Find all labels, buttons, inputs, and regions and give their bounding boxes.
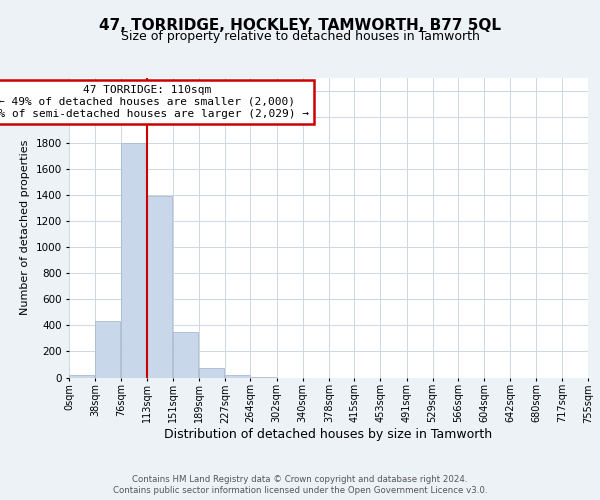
Bar (199, 368, 224, 378)
Bar (147, 196, 172, 378)
Text: Contains HM Land Registry data © Crown copyright and database right 2024.: Contains HM Land Registry data © Crown c… (132, 475, 468, 484)
Bar (95, 322, 121, 378)
Bar (173, 332, 198, 378)
Bar (69, 375, 94, 378)
Bar (225, 374, 250, 378)
Text: Contains public sector information licensed under the Open Government Licence v3: Contains public sector information licen… (113, 486, 487, 495)
Bar (251, 377, 276, 378)
Text: 47, TORRIDGE, HOCKLEY, TAMWORTH, B77 5QL: 47, TORRIDGE, HOCKLEY, TAMWORTH, B77 5QL (99, 18, 501, 32)
Y-axis label: Number of detached properties: Number of detached properties (20, 140, 30, 315)
X-axis label: Distribution of detached houses by size in Tamworth: Distribution of detached houses by size … (164, 428, 493, 441)
Bar (121, 142, 146, 378)
Text: 47 TORRIDGE: 110sqm
← 49% of detached houses are smaller (2,000)
50% of semi-det: 47 TORRIDGE: 110sqm ← 49% of detached ho… (0, 86, 308, 118)
Text: Size of property relative to detached houses in Tamworth: Size of property relative to detached ho… (121, 30, 479, 43)
